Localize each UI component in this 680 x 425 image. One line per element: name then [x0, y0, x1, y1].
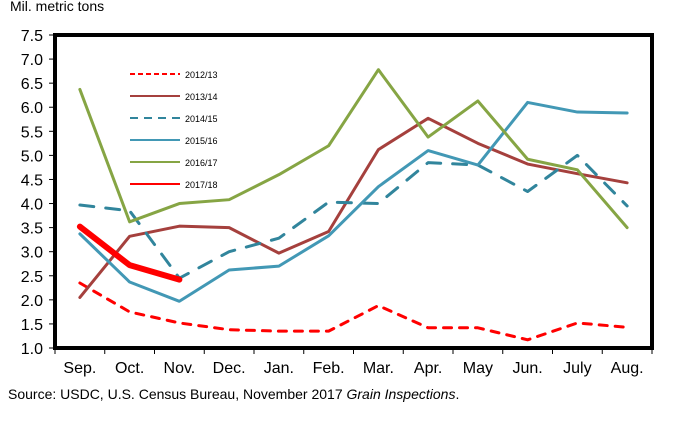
x-tick-label: May [463, 360, 493, 377]
series-line-2012-13 [78, 281, 629, 342]
y-tick-label: 6.0 [21, 100, 43, 117]
x-tick-label: Mar. [363, 360, 394, 377]
y-axis-label: Mil. metric tons [10, 0, 105, 14]
y-tick-label: 1.5 [21, 317, 43, 334]
series-line-2016-17 [78, 68, 629, 230]
y-tick-label: 7.0 [21, 52, 43, 69]
x-tick-label: Oct. [115, 360, 144, 377]
legend-label: 2015/16 [185, 136, 218, 146]
legend-label: 2017/18 [185, 180, 218, 190]
plot-frame [53, 33, 654, 350]
y-tick-label: 5.5 [21, 124, 43, 141]
x-tick-label: Apr. [414, 360, 442, 377]
source-text: Source: USDC, U.S. Census Bureau, Novemb… [8, 386, 347, 402]
y-tick-label: 6.5 [21, 76, 43, 93]
y-tick-label: 4.0 [21, 197, 43, 214]
legend-label: 2012/13 [185, 70, 218, 80]
source-italic: Grain Inspections [346, 386, 456, 402]
series-line-2015-16 [78, 100, 629, 303]
x-tick-label: July [563, 360, 591, 377]
legend-label: 2016/17 [185, 158, 218, 168]
y-tick-label: 7.5 [21, 28, 43, 45]
x-tick-label: Sep. [63, 360, 96, 377]
y-tick-label: 5.0 [21, 148, 43, 165]
source-note: Source: USDC, U.S. Census Bureau, Novemb… [8, 386, 459, 402]
x-tick-label: Aug. [611, 360, 644, 377]
legend-label: 2013/14 [185, 92, 218, 102]
x-tick-label: Jun. [513, 360, 543, 377]
y-tick-label: 2.5 [21, 269, 43, 286]
y-tick-label: 3.5 [21, 221, 43, 238]
x-tick-label: Feb. [313, 360, 345, 377]
y-tick-label: 4.5 [21, 172, 43, 189]
series-line-2013-14 [78, 116, 629, 299]
y-tick-label: 2.0 [21, 293, 43, 310]
series-line-2017-18 [76, 223, 183, 283]
x-tick-label: Nov. [164, 360, 196, 377]
x-tick-label: Jan. [264, 360, 294, 377]
y-tick-label: 3.0 [21, 245, 43, 262]
y-tick-label: 1.0 [21, 341, 43, 358]
series-line-2014-15 [78, 153, 629, 280]
source-suffix: . [455, 386, 460, 402]
x-tick-label: Dec. [213, 360, 246, 377]
legend-label: 2014/15 [185, 114, 218, 124]
